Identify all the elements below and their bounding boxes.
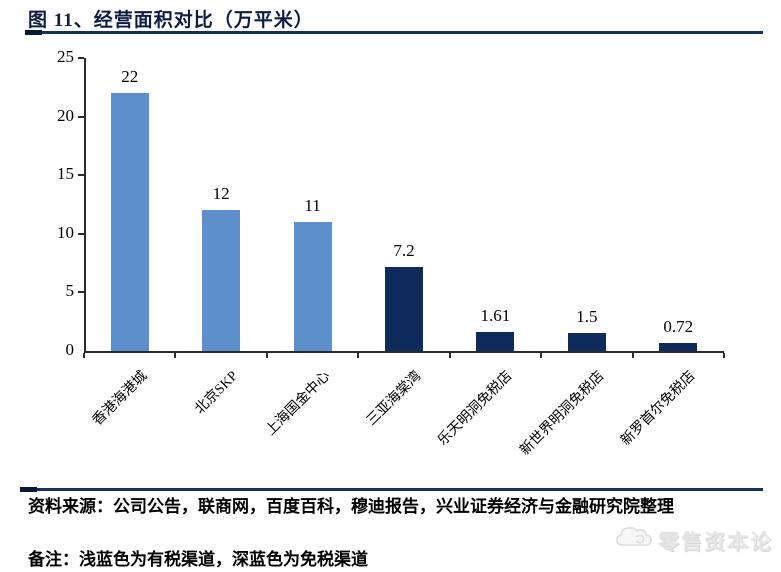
x-axis-tick [540, 353, 543, 358]
x-axis-tick [357, 353, 360, 358]
x-axis-category-label: 乐天明洞免税店 [435, 368, 516, 449]
page-title: 图 11、经营面积对比（万平米） [28, 10, 314, 31]
y-axis-tick [78, 291, 84, 294]
y-axis-tick-label: 10 [57, 222, 74, 242]
x-axis-tick [265, 353, 268, 358]
bar-value-label: 1.61 [480, 306, 511, 326]
x-axis [84, 351, 724, 353]
y-axis-tick-label: 0 [65, 340, 75, 359]
bar [476, 332, 515, 351]
x-axis-category-label: 北京SKP [192, 368, 242, 418]
x-axis-tick [631, 353, 634, 358]
watermark-text: 零售资本论 [658, 529, 773, 554]
y-axis-tick-label: 25 [57, 47, 74, 66]
y-axis-tick [78, 174, 84, 177]
footer-divider-cap [20, 487, 37, 492]
bar [202, 210, 241, 351]
y-axis-tick [78, 232, 84, 235]
x-axis-category-label: 新世界明洞免税店 [517, 368, 608, 459]
bar-chart: 0 5 10 15 20 25 22 香港海港城 12 北京SKP 11 上海国金中心 7.2 三亚海棠湾… [57, 47, 725, 459]
bar-value-label: 7.2 [393, 240, 415, 260]
bar-value-label: 0.72 [663, 316, 694, 336]
x-axis-category-label: 上海国金中心 [262, 368, 333, 439]
bar-value-label: 12 [212, 184, 230, 204]
source-note: 资料来源：公司公告，联商网，百度百科，穆迪报告，兴业证券经济与金融研究院整理 [28, 497, 674, 516]
x-axis-category-label: 香港海港城 [89, 368, 151, 429]
bar [293, 222, 332, 351]
color-legend-note: 备注：浅蓝色为有税渠道，深蓝色为免税渠道 [28, 550, 368, 569]
bar-value-label: 11 [304, 196, 321, 216]
footer-divider [20, 488, 763, 491]
bar-value-label: 22 [121, 67, 139, 87]
x-axis-category-label: 三亚海棠湾 [364, 368, 425, 429]
bar [567, 333, 606, 351]
x-axis-tick [723, 353, 725, 358]
bar-value-label: 1.5 [576, 307, 598, 327]
x-axis-tick [448, 353, 451, 358]
y-axis-tick-label: 20 [57, 105, 74, 125]
y-axis [84, 58, 86, 353]
bar [659, 342, 698, 351]
y-axis-tick [78, 115, 84, 118]
y-axis-tick [78, 57, 84, 59]
y-axis-tick-label: 15 [57, 164, 74, 184]
bar [385, 266, 423, 351]
cloud-logo-icon [614, 524, 654, 557]
title-divider [25, 31, 763, 34]
title-divider-cap [25, 30, 42, 35]
y-axis-tick-label: 5 [65, 281, 75, 301]
x-axis-category-label: 新罗首尔免税店 [618, 368, 699, 449]
bar [110, 93, 149, 351]
x-axis-tick [174, 353, 177, 358]
x-axis-tick [83, 353, 85, 358]
watermark: 零售资本论 [614, 524, 773, 557]
